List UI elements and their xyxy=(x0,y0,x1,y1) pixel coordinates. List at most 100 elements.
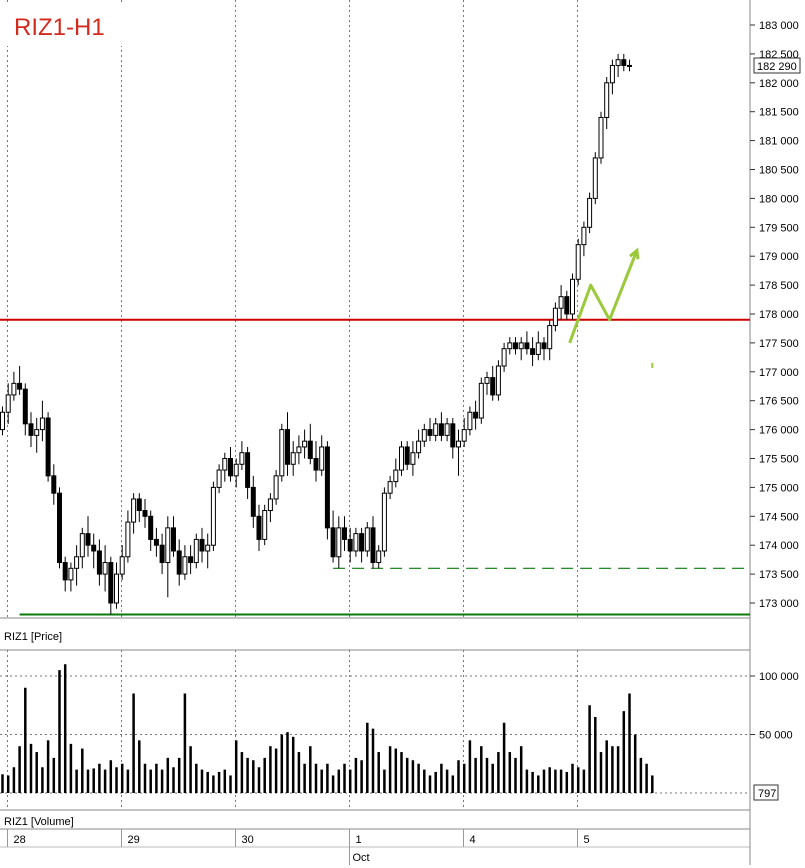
candle xyxy=(393,458,399,488)
candle-body-up xyxy=(501,348,507,367)
candle-body-down xyxy=(28,423,34,436)
candle-body-up xyxy=(273,475,279,500)
candle-body-down xyxy=(108,562,114,604)
candle xyxy=(558,285,564,320)
candle xyxy=(450,418,456,459)
candle xyxy=(159,533,165,575)
candle xyxy=(467,406,473,436)
candle xyxy=(524,331,530,355)
candle-body-up xyxy=(5,394,11,413)
candle xyxy=(153,527,159,557)
candle-body-down xyxy=(285,429,290,465)
candle xyxy=(513,337,518,355)
candle-body-down xyxy=(171,527,176,552)
price-tick-label: 181 500 xyxy=(759,107,799,119)
candle-body-down xyxy=(17,382,23,390)
candle-body-down xyxy=(404,446,410,465)
candle-body-up xyxy=(267,498,273,512)
time-tick-label: 28 xyxy=(14,834,26,846)
candle xyxy=(541,337,547,361)
time-tick-label: 4 xyxy=(470,834,476,846)
candle-body-up xyxy=(444,423,450,436)
candle-body-up xyxy=(416,440,422,454)
candle xyxy=(142,498,148,528)
candle xyxy=(165,516,171,598)
candle-body-down xyxy=(564,296,570,315)
candle xyxy=(91,533,97,569)
price-tick-label: 177 500 xyxy=(759,338,799,350)
candle xyxy=(228,446,233,482)
last-price-box xyxy=(753,57,801,74)
zigzag-annotation xyxy=(568,247,654,369)
last-volume-box xyxy=(753,784,779,801)
candle-body-up xyxy=(353,533,359,552)
candle xyxy=(581,221,587,257)
candle-body-down xyxy=(142,510,148,517)
candle-body-up xyxy=(74,556,80,569)
candle xyxy=(416,429,422,459)
candle xyxy=(108,556,114,615)
candle-body-up xyxy=(279,429,285,477)
time-tick-label: 1 xyxy=(356,834,362,846)
candle xyxy=(547,319,553,361)
candle xyxy=(530,337,536,367)
price-tick-label: 175 500 xyxy=(759,454,799,466)
candle xyxy=(495,360,501,401)
price-tick-label: 173 000 xyxy=(759,598,799,610)
candle-body-up xyxy=(182,556,188,575)
price-tick-label: 180 500 xyxy=(759,165,799,177)
price-axis-ticks: 173 000 173 500 174 000 174 500 175 000 175 5… xyxy=(750,20,799,610)
last-price-marker: 182 290 xyxy=(753,57,801,74)
candle-body-down xyxy=(347,538,353,552)
candle-body-down xyxy=(188,556,194,564)
candle-body-up xyxy=(535,342,541,355)
candle xyxy=(136,493,142,523)
candle-body-up xyxy=(592,157,598,199)
candle-body-down xyxy=(176,550,182,575)
candle xyxy=(376,545,382,569)
volume-panel-label: RIZ1 [Volume] xyxy=(4,816,74,828)
last-volume-label: 797 xyxy=(758,788,776,800)
candle xyxy=(535,331,541,361)
candle xyxy=(421,423,427,447)
candle-body-up xyxy=(11,382,17,396)
candle-body-up xyxy=(0,411,5,431)
candle-body-up xyxy=(581,226,587,246)
candle xyxy=(552,302,558,332)
candle xyxy=(239,441,245,471)
candle-body-up xyxy=(495,365,501,396)
candle-body-up xyxy=(296,446,302,454)
price-tick-label: 176 500 xyxy=(759,396,799,408)
candle-body-down xyxy=(330,527,336,558)
price-tick-label: 179 500 xyxy=(759,222,799,234)
candle-body-up xyxy=(302,440,308,448)
candle xyxy=(188,545,194,575)
candle xyxy=(307,423,313,465)
candle xyxy=(598,111,604,164)
candle xyxy=(410,441,416,476)
candle-body-down xyxy=(91,544,97,552)
candle xyxy=(433,418,439,442)
candle xyxy=(347,527,353,563)
candle xyxy=(319,435,325,476)
candle-body-up xyxy=(507,342,513,350)
candle-body-up xyxy=(570,278,575,315)
candle-body-up xyxy=(336,527,342,558)
candle-body-down xyxy=(427,429,433,436)
time-tick-label: 29 xyxy=(128,834,140,846)
candle-body-up xyxy=(604,82,610,118)
price-tick-label: 179 000 xyxy=(759,251,799,263)
price-tick-label: 183 000 xyxy=(759,20,799,32)
candle xyxy=(96,539,102,586)
chart-title: RIZ1-H1 xyxy=(14,14,105,41)
candle xyxy=(51,464,57,505)
volume-tick-label: 50 000 xyxy=(759,730,793,742)
candle-body-up xyxy=(433,423,439,436)
candle xyxy=(57,487,62,569)
candle-body-down xyxy=(250,486,256,517)
candle-body-down xyxy=(51,475,57,494)
candle-body-down xyxy=(324,446,330,529)
candle-body-up xyxy=(205,544,211,552)
candle xyxy=(507,337,513,355)
